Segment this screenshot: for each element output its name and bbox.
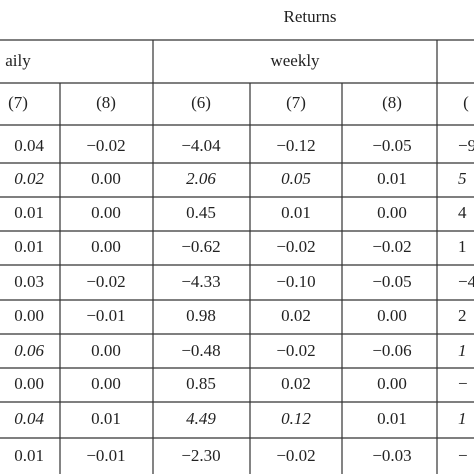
cell: 0.01	[281, 203, 311, 222]
cell: 0.02	[281, 306, 311, 325]
group-header: weekly	[270, 51, 320, 70]
cell: 0.04	[14, 136, 44, 155]
cell: −0.10	[276, 272, 315, 291]
cell: −0.03	[372, 446, 411, 465]
group-header: aily	[5, 51, 31, 70]
cell: 0.00	[91, 341, 121, 360]
cell: −0.48	[181, 341, 220, 360]
cell: 0.00	[91, 374, 121, 393]
cell: 0.03	[14, 272, 44, 291]
cell: −4.33	[181, 272, 220, 291]
cell: 0.00	[91, 203, 121, 222]
cell: 1	[458, 341, 467, 360]
cell: 0.01	[377, 409, 407, 428]
cell: −0.01	[86, 306, 125, 325]
cell: 0.01	[14, 237, 44, 256]
cell: −4.04	[181, 136, 221, 155]
cell: 2	[458, 306, 467, 325]
cell: −0.06	[372, 341, 411, 360]
table-title: Returns	[284, 7, 337, 26]
cell: 0.05	[281, 169, 311, 188]
cell: 0.01	[377, 169, 407, 188]
cell: 0.00	[14, 374, 44, 393]
column-header: (6)	[191, 93, 211, 112]
cell: 4.49	[186, 409, 216, 428]
cell: 0.00	[91, 237, 121, 256]
cell: −0.02	[86, 136, 125, 155]
cell: −0.62	[181, 237, 220, 256]
cell: −0.02	[86, 272, 125, 291]
cell: 0.01	[91, 409, 121, 428]
cell: 0.04	[14, 409, 44, 428]
cell: 0.06	[14, 341, 44, 360]
cell: 0.02	[14, 169, 44, 188]
cell: −9	[458, 136, 474, 155]
cell: 0.01	[14, 203, 44, 222]
cell: −0.02	[276, 237, 315, 256]
cell: −0.01	[86, 446, 125, 465]
cell: 5	[458, 169, 467, 188]
cell: −0.02	[372, 237, 411, 256]
cell: −0.02	[276, 341, 315, 360]
column-header: (8)	[96, 93, 116, 112]
cell: 0.12	[281, 409, 311, 428]
cell: 0.01	[14, 446, 44, 465]
cell: 2.06	[186, 169, 216, 188]
cell: −0.05	[372, 136, 411, 155]
column-header: (8)	[382, 93, 402, 112]
cell: −	[458, 374, 468, 393]
cell: 1	[458, 409, 467, 428]
column-header: (7)	[8, 93, 28, 112]
cell: 0.00	[14, 306, 44, 325]
cell: 0.02	[281, 374, 311, 393]
cell: 1	[458, 237, 467, 256]
cell: 0.00	[377, 374, 407, 393]
cell: −2.30	[181, 446, 220, 465]
column-header: (	[463, 93, 469, 112]
cell: 0.45	[186, 203, 216, 222]
cell: 0.85	[186, 374, 216, 393]
cell: 0.00	[91, 169, 121, 188]
cell: 0.00	[377, 203, 407, 222]
cell: 0.98	[186, 306, 216, 325]
cell: 4	[458, 203, 467, 222]
cell: −0.12	[276, 136, 315, 155]
column-header: (7)	[286, 93, 306, 112]
cell: −	[458, 446, 468, 465]
cell: −4	[458, 272, 474, 291]
cell: −0.05	[372, 272, 411, 291]
cell: −0.02	[276, 446, 315, 465]
cell: 0.00	[377, 306, 407, 325]
